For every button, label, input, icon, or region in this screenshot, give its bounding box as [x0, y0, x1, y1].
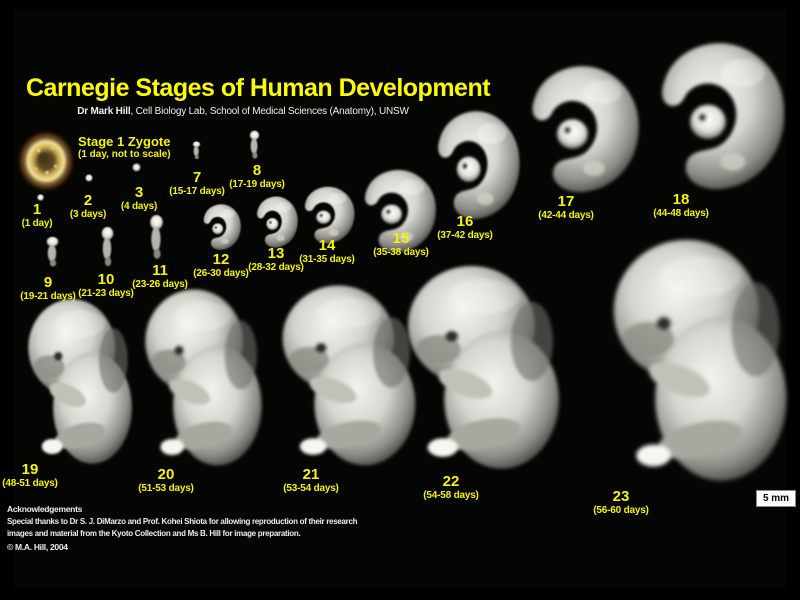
stage-23-embryo-photo	[600, 235, 790, 487]
stage-days: (53-54 days)	[283, 483, 339, 494]
stage-number: 16	[456, 213, 474, 230]
acknowledgements-heading: Acknowledgements	[7, 504, 83, 514]
stage-11-embryo-photo	[145, 214, 168, 261]
stage-days: (17-19 days)	[229, 179, 285, 190]
stage-12-label: 12 (26-30 days)	[176, 251, 266, 280]
stage-days: (42-44 days)	[538, 210, 594, 221]
stage-8-embryo-photo	[246, 130, 263, 160]
stage-8-label: 8 (17-19 days)	[212, 162, 302, 191]
stage-number: 3	[134, 184, 144, 201]
stage-7-label: 7 (15-17 days)	[152, 169, 242, 198]
stage-number: 18	[672, 191, 690, 208]
page-title: Carnegie Stages of Human Development	[26, 74, 491, 102]
stage-number: 10	[97, 271, 115, 288]
stage-2-label: 2 (3 days)	[43, 192, 133, 221]
acknowledgements-line2: images and material from the Kyoto Colle…	[7, 529, 301, 538]
stage-days: (4 days)	[120, 201, 158, 212]
stage-number: 22	[442, 473, 460, 490]
zygote-label: Stage 1 Zygote (1 day, not to scale)	[78, 134, 171, 161]
stage-16-label: 16 (37-42 days)	[420, 213, 510, 242]
stage-days: (35-38 days)	[373, 247, 429, 258]
stage-number: 20	[157, 466, 175, 483]
stage-22-embryo-photo	[396, 262, 562, 474]
stage-number: 13	[267, 245, 285, 262]
stage-12-embryo-photo	[200, 202, 242, 252]
stage-days: (21-23 days)	[78, 288, 134, 299]
stage-number: 12	[212, 251, 230, 268]
stage-days: (56-60 days)	[593, 505, 649, 516]
stage-number: 11	[152, 262, 168, 279]
stage-number: 23	[612, 488, 630, 505]
stage-days: (1 day)	[21, 218, 53, 229]
stage-7-embryo-photo	[190, 141, 203, 160]
scale-bar: 5 mm	[756, 490, 796, 507]
stage-16-embryo-photo	[430, 106, 522, 224]
stage-days: (19-21 days)	[20, 291, 76, 302]
stage-days: (44-48 days)	[653, 208, 709, 219]
stage-21-label: 21 (53-54 days)	[266, 466, 356, 495]
page-subtitle: Dr Mark Hill, Cell Biology Lab, School o…	[26, 106, 460, 117]
stage-number: 21	[302, 466, 320, 483]
stage-days: (28-32 days)	[248, 262, 304, 273]
stage-days: (48-51 days)	[2, 478, 58, 489]
affiliation-text: , Cell Biology Lab, School of Medical Sc…	[130, 106, 409, 117]
stage-number: 15	[392, 230, 410, 247]
stage-days: (37-42 days)	[437, 230, 493, 241]
stage-18-label: 18 (44-48 days)	[636, 191, 726, 220]
stage-9-label: 9 (19-21 days)	[3, 274, 93, 303]
stage-19-embryo-photo	[20, 296, 134, 468]
stage-13-label: 13 (28-32 days)	[231, 245, 321, 274]
stage-23-label: 23 (56-60 days)	[576, 488, 666, 517]
stage-10-embryo-photo	[97, 226, 118, 268]
stage-3-label: 3 (4 days)	[94, 184, 184, 213]
stage-2-embryo-photo	[84, 173, 94, 183]
stage-days: (51-53 days)	[138, 483, 194, 494]
stage-22-label: 22 (54-58 days)	[406, 473, 496, 502]
zygote-label-line1: Stage 1 Zygote	[78, 134, 171, 149]
stage-days: (31-35 days)	[299, 254, 355, 265]
stage-number: 1	[32, 201, 42, 218]
stage-19-label: 19 (48-51 days)	[0, 461, 75, 490]
stage-17-label: 17 (42-44 days)	[521, 193, 611, 222]
copyright-text: © M.A. Hill, 2004	[7, 542, 68, 552]
stage-18-embryo-photo	[650, 36, 788, 196]
stage-number: 8	[252, 162, 262, 179]
stage-15-label: 15 (35-38 days)	[356, 230, 446, 259]
stage-14-label: 14 (31-35 days)	[282, 237, 372, 266]
zygote-label-line2: (1 day, not to scale)	[78, 149, 171, 160]
acknowledgements-line1: Special thanks to Dr S. J. DiMarzo and P…	[7, 517, 358, 526]
zygote-photo	[16, 129, 76, 193]
stage-days: (54-58 days)	[423, 490, 479, 501]
stage-3-embryo-photo	[131, 162, 142, 173]
stage-number: 14	[318, 237, 336, 254]
stage-1-label: 1 (1 day)	[0, 201, 82, 230]
stage-number: 9	[43, 274, 53, 291]
stage-number: 7	[192, 169, 202, 186]
author-name: Dr Mark Hill	[77, 106, 131, 117]
stage-number: 2	[83, 192, 93, 209]
stage-days: (23-26 days)	[132, 279, 188, 290]
stage-days: (26-30 days)	[193, 268, 249, 279]
stage-11-label: 11 (23-26 days)	[115, 262, 205, 291]
stage-number: 19	[21, 461, 39, 478]
stage-number: 17	[557, 193, 575, 210]
stage-20-embryo-photo	[136, 286, 264, 470]
stage-9-embryo-photo	[42, 236, 63, 268]
stage-20-label: 20 (51-53 days)	[121, 466, 211, 495]
stage-days: (15-17 days)	[169, 186, 225, 197]
stage-17-embryo-photo	[522, 60, 642, 198]
stage-days: (3 days)	[69, 209, 107, 220]
stage-10-label: 10 (21-23 days)	[61, 271, 151, 300]
